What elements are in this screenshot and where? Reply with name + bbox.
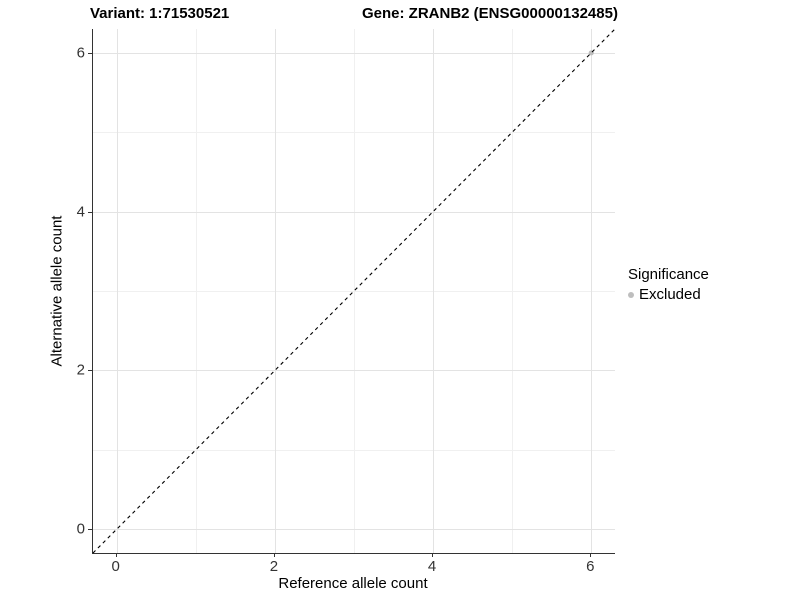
legend-item-label: Excluded	[639, 286, 701, 303]
grid-minor-y-1	[93, 449, 615, 451]
grid-major-y-6	[93, 52, 615, 54]
grid-major-x-4	[433, 29, 435, 553]
y-tick-mark-4	[88, 211, 92, 213]
x-tick-label-2: 2	[269, 558, 279, 575]
plot-layer	[92, 28, 616, 554]
grid-major-x-2	[274, 29, 276, 553]
excluded-point-icon	[628, 291, 634, 298]
grid-major-y-0	[93, 529, 615, 531]
y-tick-label-0: 0	[76, 520, 85, 538]
gene-title: Gene: ZRANB2 (ENSG00000132485)	[362, 5, 618, 22]
y-tick-mark-2	[88, 370, 92, 372]
x-tick-label-0: 0	[111, 558, 120, 575]
grid-minor-y-3	[93, 291, 615, 292]
grid-major-y-2	[93, 370, 615, 372]
y-tick-label-6: 6	[76, 44, 85, 62]
plot-panel	[92, 28, 616, 554]
legend-title: Significance	[628, 266, 709, 283]
variant-title: Variant: 1:71530521	[90, 5, 230, 22]
grid-major-y-4	[93, 211, 615, 213]
y-tick-label-2: 2	[76, 361, 85, 379]
y-tick-mark-0	[88, 529, 92, 531]
legend: Significance Excluded	[628, 266, 709, 303]
y-axis-title: Alternative allele count	[48, 215, 66, 367]
x-tick-mark-4	[432, 553, 434, 557]
grid-major-x-6	[591, 29, 593, 553]
y-tick-mark-6	[88, 52, 92, 54]
x-tick-label-6: 6	[586, 558, 595, 575]
x-axis-title: Reference allele count	[278, 575, 428, 592]
legend-item-excluded: Excluded	[628, 286, 709, 303]
grid-minor-y-5	[93, 132, 615, 134]
x-tick-mark-0	[115, 553, 117, 557]
y-tick-label-4: 4	[76, 203, 85, 221]
x-tick-mark-2	[273, 553, 275, 557]
identity-line	[92, 28, 616, 554]
x-tick-mark-6	[590, 553, 592, 557]
grid-major-x-0	[116, 29, 118, 553]
x-tick-label-4: 4	[427, 558, 437, 575]
